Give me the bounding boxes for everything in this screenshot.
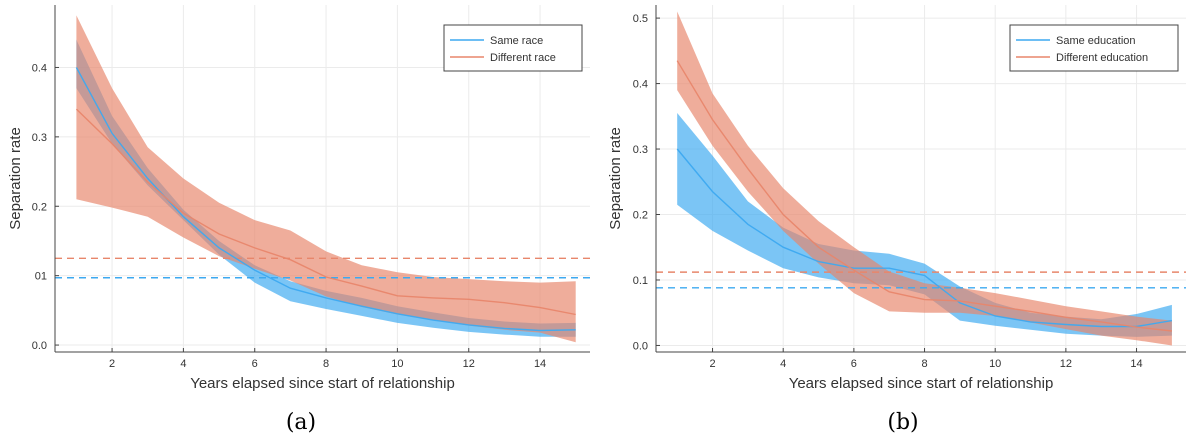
x-tick-label: 6 — [252, 358, 258, 370]
x-axis-title: Years elapsed since start of relationshi… — [789, 375, 1054, 392]
y-tick-label: 0.4 — [32, 62, 47, 74]
caption-a: (a) — [285, 410, 317, 435]
chart-b-svg: 2 4 6 8 10 12 14 0.0 0.1 0.2 0.3 0.4 0.5 Years elapse… — [607, 5, 1186, 392]
x-tick-label: 10 — [391, 358, 403, 370]
chart-panel-a: 2 4 6 8 10 12 14 0.0 01 0.2 0.3 0.4 Years elapsed si… — [7, 5, 590, 392]
y-tick-label: 0.0 — [633, 340, 648, 352]
y-tick-label: 0.4 — [633, 79, 648, 91]
chart-panel-b: 2 4 6 8 10 12 14 0.0 0.1 0.2 0.3 0.4 0.5 Years elapse… — [596, 0, 1192, 447]
series-line-same — [676, 148, 1173, 328]
y-tick-label: 0.2 — [32, 201, 47, 213]
x-tick-label: 12 — [1060, 358, 1072, 370]
caption-b: (b) — [887, 410, 919, 435]
x-axis-title: Years elapsed since start of relationshi… — [190, 375, 455, 392]
y-tick-label: 0.5 — [633, 13, 648, 25]
legend-label-different: Different education — [1056, 52, 1148, 64]
x-tick-label: 6 — [851, 358, 857, 370]
legend-label-same: Same education — [1056, 35, 1136, 47]
x-tick-label: 8 — [323, 358, 329, 370]
x-tick-label: 12 — [463, 358, 475, 370]
x-tick-label: 2 — [709, 358, 715, 370]
y-tick-label: 0.3 — [32, 132, 47, 144]
series-line-different — [676, 60, 1172, 332]
y-tick-label: 01 — [35, 271, 47, 283]
y-axis-title: Separation rate — [607, 127, 624, 230]
y-tick-label: 0.0 — [32, 340, 47, 352]
x-tick-label: 14 — [1130, 358, 1142, 370]
legend: Same race Different race — [443, 24, 583, 72]
legend-label-same: Same race — [490, 35, 543, 47]
legend-label-different: Different race — [490, 52, 556, 64]
y-tick-label: 0.3 — [633, 144, 648, 156]
legend-box — [443, 24, 583, 72]
x-tick-label: 10 — [989, 358, 1001, 370]
y-axis-title: Separation rate — [7, 127, 24, 230]
y-tick-label: 0.1 — [633, 275, 648, 287]
x-tick-label: 14 — [534, 358, 546, 370]
legend-box — [1009, 24, 1179, 72]
x-tick-label: 4 — [780, 358, 786, 370]
x-tick-label: 8 — [921, 358, 927, 370]
x-tick-label: 4 — [180, 358, 186, 370]
series-line-same — [75, 67, 576, 332]
chart-a-svg: 2 4 6 8 10 12 14 0.0 01 0.2 0.3 0.4 Years elapsed si… — [7, 5, 590, 392]
x-tick-label: 2 — [109, 358, 115, 370]
y-tick-label: 0.2 — [633, 210, 648, 222]
legend: Same education Different education — [1009, 24, 1179, 72]
series-line-different — [75, 108, 576, 316]
